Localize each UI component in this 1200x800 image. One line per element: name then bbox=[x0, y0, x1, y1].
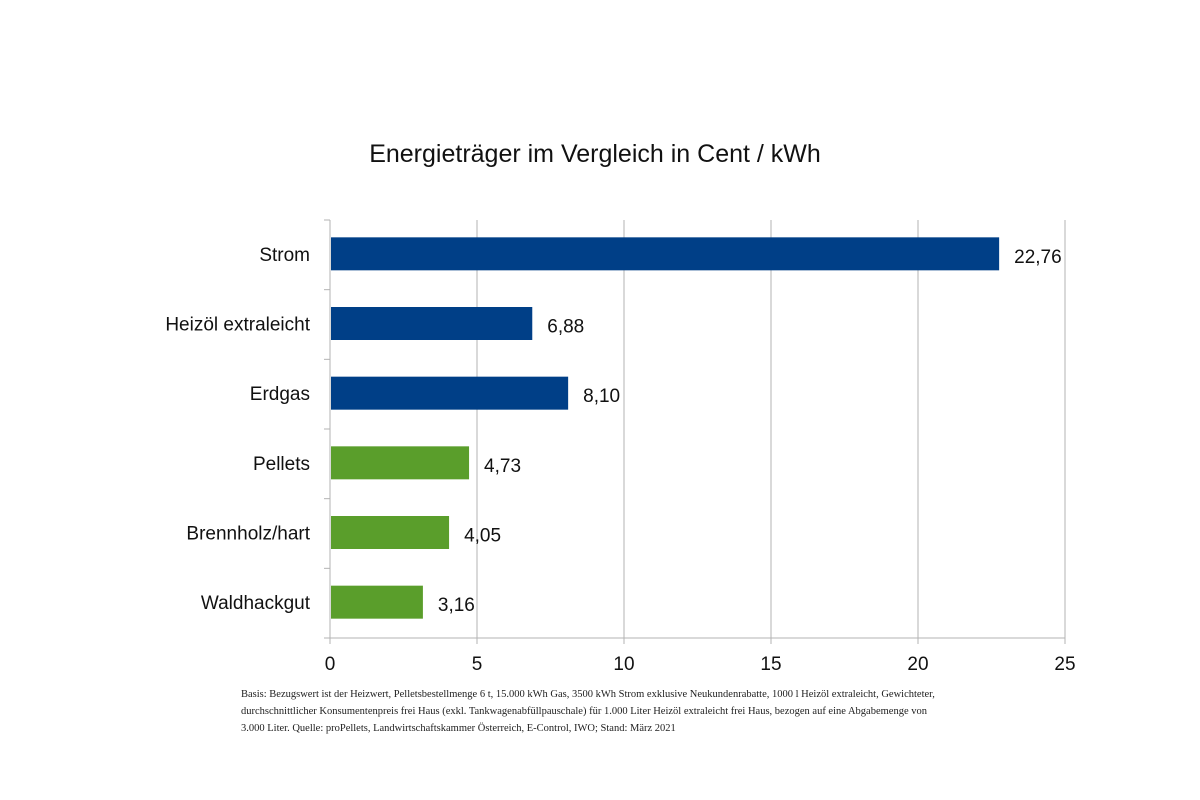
category-label: Pellets bbox=[253, 454, 310, 475]
footnote: Basis: Bezugswert ist der Heizwert, Pell… bbox=[241, 686, 1121, 737]
bar-5 bbox=[331, 585, 423, 619]
x-tick-label: 10 bbox=[613, 654, 634, 675]
category-label: Erdgas bbox=[250, 384, 310, 405]
footnote-line: 3.000 Liter. Quelle: proPellets, Landwir… bbox=[241, 723, 676, 734]
data-label: 6,88 bbox=[547, 317, 584, 338]
footnote-line: durchschnittlicher Konsumentenpreis frei… bbox=[241, 706, 927, 717]
x-tick-label: 15 bbox=[760, 654, 781, 675]
category-label: Strom bbox=[259, 245, 310, 266]
category-label: Brennholz/hart bbox=[186, 524, 310, 545]
data-label: 3,16 bbox=[438, 595, 475, 616]
x-tick-label: 0 bbox=[325, 654, 336, 675]
bar-3 bbox=[331, 446, 470, 480]
bar-2 bbox=[331, 376, 569, 410]
footnote-line: Basis: Bezugswert ist der Heizwert, Pell… bbox=[241, 689, 935, 700]
category-label: Waldhackgut bbox=[201, 593, 311, 614]
bar-4 bbox=[331, 516, 450, 549]
x-tick-label: 20 bbox=[907, 654, 928, 675]
bar-1 bbox=[331, 307, 533, 340]
data-label: 4,73 bbox=[484, 456, 521, 477]
data-label: 8,10 bbox=[583, 386, 620, 407]
data-label: 4,05 bbox=[464, 526, 501, 547]
bar-0 bbox=[331, 237, 1000, 271]
x-tick-label: 25 bbox=[1054, 654, 1075, 675]
category-label: Heizöl extraleicht bbox=[165, 315, 310, 336]
chart-title: Energieträger im Vergleich in Cent / kWh bbox=[369, 140, 821, 168]
x-tick-label: 5 bbox=[472, 654, 483, 675]
data-label: 22,76 bbox=[1014, 247, 1062, 268]
